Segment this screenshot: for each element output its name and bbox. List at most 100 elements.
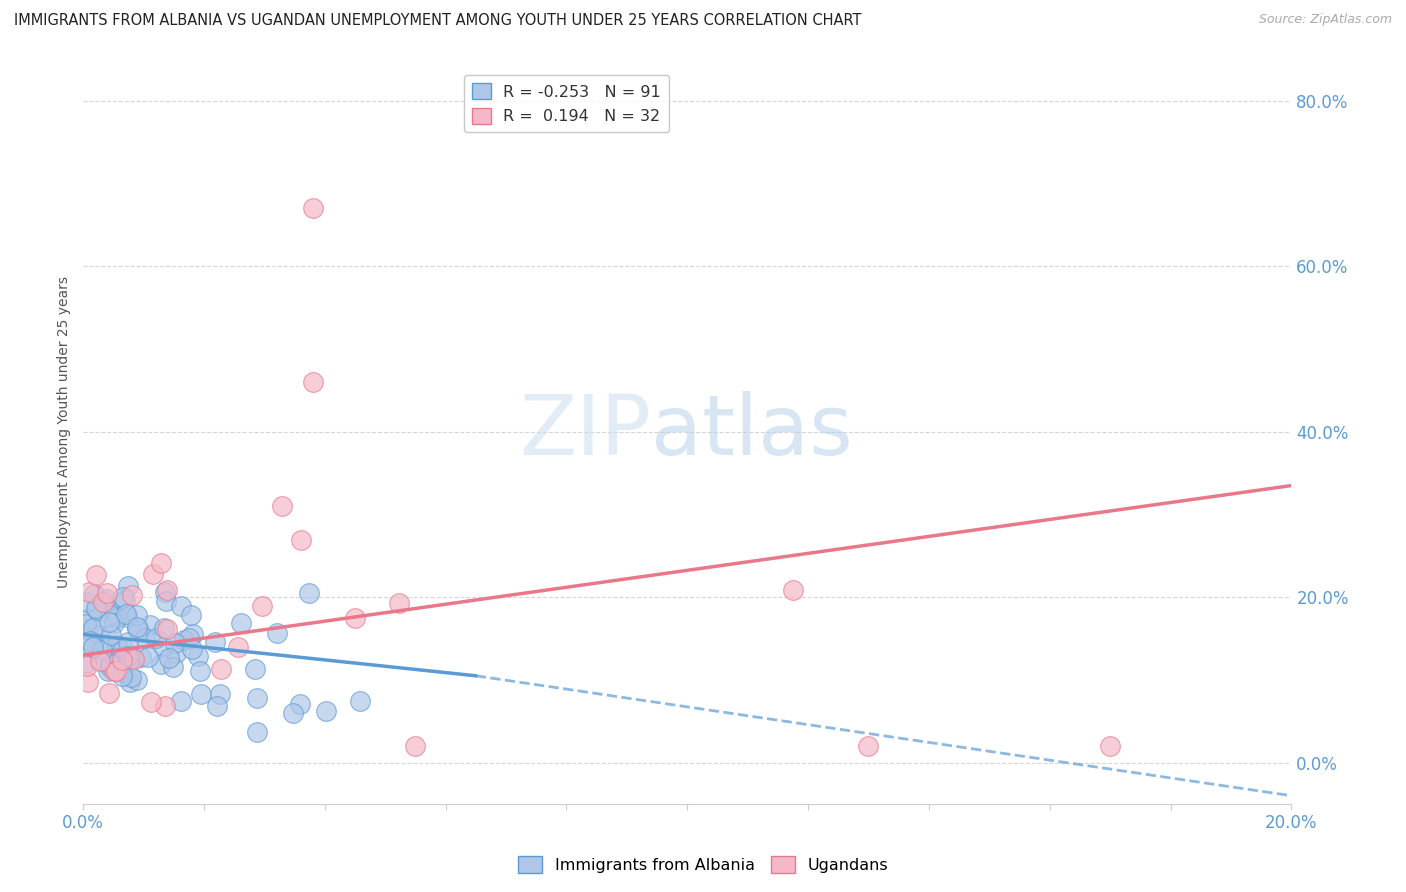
Point	[118, 674, 141, 689]
Point	[89, 628, 111, 642]
Point	[84, 568, 107, 582]
Point	[343, 611, 366, 625]
Point	[105, 611, 128, 625]
Point	[782, 583, 804, 598]
Point	[153, 698, 176, 713]
Point	[156, 583, 179, 598]
Point	[250, 599, 273, 613]
Point	[75, 617, 97, 632]
Point	[89, 654, 111, 668]
Point	[105, 640, 128, 655]
Point	[315, 704, 337, 718]
Point	[96, 586, 118, 600]
Point	[122, 651, 145, 665]
Point	[82, 640, 104, 654]
Point	[149, 556, 172, 570]
Point	[301, 375, 323, 389]
Point	[107, 610, 129, 624]
Point	[98, 660, 121, 674]
Point	[97, 664, 120, 678]
Point	[117, 634, 139, 648]
Point	[138, 618, 160, 632]
Point	[112, 640, 135, 655]
Point	[142, 567, 165, 582]
Point	[122, 651, 145, 665]
Point	[125, 623, 148, 637]
Point	[129, 650, 152, 665]
Point	[170, 599, 193, 613]
Point	[228, 640, 250, 654]
Legend: Immigrants from Albania, Ugandans: Immigrants from Albania, Ugandans	[512, 849, 894, 880]
Point	[77, 639, 100, 653]
Point	[86, 603, 108, 617]
Point	[110, 665, 132, 679]
Point	[181, 627, 204, 641]
Point	[139, 695, 162, 709]
Point	[115, 607, 138, 621]
Point	[387, 596, 409, 610]
Point	[271, 500, 294, 514]
Point	[122, 650, 145, 665]
Point	[136, 649, 159, 664]
Point	[134, 631, 156, 645]
Text: ZIP: ZIP	[519, 392, 651, 472]
Point	[103, 650, 125, 665]
Text: IMMIGRANTS FROM ALBANIA VS UGANDAN UNEMPLOYMENT AMONG YOUTH UNDER 25 YEARS CORRE: IMMIGRANTS FROM ALBANIA VS UGANDAN UNEMP…	[14, 13, 862, 29]
Point	[165, 646, 187, 660]
Point	[858, 739, 880, 753]
Legend: R = -0.253   N = 91, R =  0.194   N = 32: R = -0.253 N = 91, R = 0.194 N = 32	[464, 75, 669, 132]
Point	[83, 587, 105, 601]
Point	[105, 638, 128, 652]
Point	[155, 585, 177, 599]
Point	[170, 693, 193, 707]
Point	[117, 580, 139, 594]
Point	[181, 642, 204, 657]
Point	[283, 706, 305, 720]
Point	[118, 653, 141, 667]
Point	[246, 691, 269, 706]
Point	[89, 653, 111, 667]
Text: atlas: atlas	[651, 392, 852, 472]
Point	[205, 699, 228, 714]
Point	[290, 533, 312, 548]
Point	[155, 594, 177, 608]
Point	[209, 662, 232, 676]
Point	[1099, 739, 1122, 753]
Point	[76, 658, 98, 673]
Point	[297, 586, 319, 600]
Point	[97, 615, 120, 629]
Point	[157, 651, 180, 665]
Point	[76, 595, 98, 609]
Point	[165, 635, 187, 649]
Point	[125, 673, 148, 687]
Point	[153, 621, 176, 635]
Point	[208, 687, 231, 701]
Point	[111, 669, 134, 683]
Point	[111, 661, 134, 675]
Point	[180, 607, 202, 622]
Point	[91, 640, 114, 655]
Point	[79, 634, 101, 648]
Point	[118, 649, 141, 664]
Point	[97, 686, 120, 700]
Point	[115, 609, 138, 624]
Point	[162, 660, 184, 674]
Point	[77, 612, 100, 626]
Point	[266, 626, 288, 640]
Point	[75, 656, 97, 670]
Point	[117, 648, 139, 663]
Point	[290, 698, 312, 712]
Point	[84, 601, 107, 615]
Point	[204, 635, 226, 649]
Point	[404, 739, 426, 753]
Point	[120, 670, 142, 684]
Point	[77, 585, 100, 599]
Point	[152, 640, 174, 654]
Point	[156, 623, 179, 637]
Point	[121, 650, 143, 665]
Point	[94, 599, 117, 613]
Point	[100, 628, 122, 642]
Point	[173, 632, 195, 647]
Point	[246, 725, 269, 739]
Point	[98, 657, 121, 672]
